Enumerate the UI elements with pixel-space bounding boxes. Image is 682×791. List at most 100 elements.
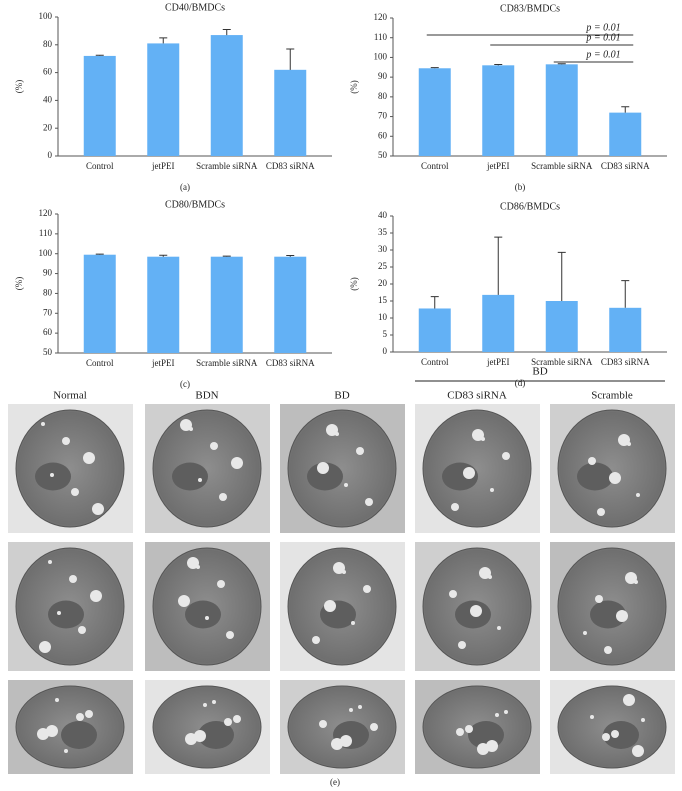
- error-bar: [159, 254, 168, 257]
- micrograph-vacuole: [319, 720, 327, 728]
- micrograph-vacuole: [472, 429, 484, 441]
- micrograph-vacuole: [595, 595, 603, 603]
- micrograph-vacuole: [219, 493, 227, 501]
- y-tick-label: 100: [374, 51, 388, 61]
- micrograph-vacuole: [224, 718, 232, 726]
- panel-label: (b): [515, 182, 526, 192]
- micrograph-vacuole: [92, 503, 104, 515]
- x-tick-label: CD83 siRNA: [266, 358, 315, 368]
- bar: [482, 294, 515, 352]
- y-tick-label: 25: [378, 261, 388, 271]
- y-tick-label: 100: [39, 11, 53, 21]
- panel-label: (d): [515, 378, 526, 388]
- micrograph-vacuole: [217, 580, 225, 588]
- error-bar: [430, 296, 439, 309]
- y-tick-label: 15: [378, 295, 388, 305]
- x-tick-label: jetPEI: [486, 357, 510, 367]
- micrograph-vacuole: [69, 575, 77, 583]
- panel-label: (a): [180, 182, 190, 192]
- chart-title: CD40/BMDCs: [165, 2, 225, 13]
- micrograph-nucleus: [577, 462, 613, 491]
- error-bar: [494, 236, 503, 295]
- micrograph-vacuole: [349, 708, 353, 712]
- error-bar: [159, 37, 168, 44]
- micrograph-vacuole: [470, 605, 482, 617]
- y-tick-label: 80: [43, 287, 53, 297]
- micrograph-vacuole: [180, 419, 192, 431]
- bar: [545, 301, 578, 352]
- column-label: Scramble: [591, 390, 633, 402]
- x-tick-label: Scramble siRNA: [196, 161, 258, 171]
- micrograph-vacuole: [604, 646, 612, 654]
- micrograph-vacuole: [590, 715, 594, 719]
- x-tick-label: Scramble siRNA: [196, 358, 258, 368]
- y-tick-label: 30: [378, 244, 388, 254]
- chart-title: CD83/BMDCs: [500, 3, 560, 14]
- micrograph-vacuole: [490, 488, 494, 492]
- micrograph-vacuole: [198, 478, 202, 482]
- y-tick-label: 10: [378, 312, 388, 322]
- micrograph-vacuole: [632, 745, 644, 757]
- y-tick-label: 80: [378, 91, 388, 101]
- x-tick-label: Scramble siRNA: [531, 161, 593, 171]
- y-tick-label: 110: [374, 32, 388, 42]
- significance-label: p = 0.01: [585, 49, 620, 60]
- micrograph-vacuole: [76, 713, 84, 721]
- micrograph-vacuole: [479, 567, 491, 579]
- y-axis-label: (%): [349, 80, 359, 94]
- chart-title: CD86/BMDCs: [500, 201, 560, 212]
- x-tick-label: CD83 siRNA: [601, 357, 650, 367]
- micrograph-cell: [15, 409, 125, 528]
- y-tick-label: 70: [43, 307, 53, 317]
- micrograph-vacuole: [55, 698, 59, 702]
- y-axis-label: (%): [14, 80, 24, 94]
- bar: [83, 55, 116, 156]
- micrograph-vacuole: [48, 560, 52, 564]
- x-tick-label: CD83 siRNA: [266, 161, 315, 171]
- micrograph-vacuole: [616, 610, 628, 622]
- bar: [482, 65, 515, 156]
- micrograph-vacuole: [449, 590, 457, 598]
- column-label: Normal: [53, 390, 87, 402]
- y-tick-label: 100: [39, 248, 53, 258]
- y-tick-label: 90: [43, 268, 53, 278]
- error-bar: [430, 67, 439, 69]
- bar: [274, 256, 307, 353]
- y-tick-label: 60: [378, 130, 388, 140]
- micrograph-vacuole: [178, 595, 190, 607]
- y-tick-label: 60: [43, 67, 53, 77]
- y-tick-label: 90: [378, 71, 388, 81]
- micrograph-vacuole: [71, 488, 79, 496]
- y-tick-label: 5: [383, 329, 388, 339]
- micrograph-vacuole: [451, 503, 459, 511]
- micrograph-vacuole: [203, 703, 207, 707]
- micrograph-vacuole: [497, 626, 501, 630]
- bar: [418, 68, 451, 156]
- error-bar: [557, 251, 566, 301]
- x-tick-label: Scramble siRNA: [531, 357, 593, 367]
- column-label: BD: [334, 390, 349, 402]
- bar: [545, 64, 578, 156]
- bar: [83, 254, 116, 353]
- error-bar: [621, 106, 630, 113]
- column-label: CD83 siRNA: [447, 390, 507, 402]
- micrograph-vacuole: [597, 508, 605, 516]
- micrograph-vacuole: [504, 710, 508, 714]
- y-tick-label: 60: [43, 327, 53, 337]
- micrograph-vacuole: [64, 749, 68, 753]
- micrograph-vacuole: [583, 631, 587, 635]
- micrograph-vacuole: [194, 730, 206, 742]
- chart-title: CD80/BMDCs: [165, 199, 225, 210]
- error-bar: [95, 54, 104, 56]
- micrograph-vacuole: [41, 422, 45, 426]
- error-bar: [95, 253, 104, 255]
- y-tick-label: 40: [378, 210, 388, 220]
- micrograph-vacuole: [456, 728, 464, 736]
- micrograph-vacuole: [333, 562, 345, 574]
- micrograph-vacuole: [205, 616, 209, 620]
- x-tick-label: Control: [421, 161, 449, 171]
- group-label: BD: [532, 366, 547, 378]
- micrograph-nucleus: [172, 462, 208, 491]
- micrograph-vacuole: [226, 631, 234, 639]
- x-tick-label: jetPEI: [151, 161, 175, 171]
